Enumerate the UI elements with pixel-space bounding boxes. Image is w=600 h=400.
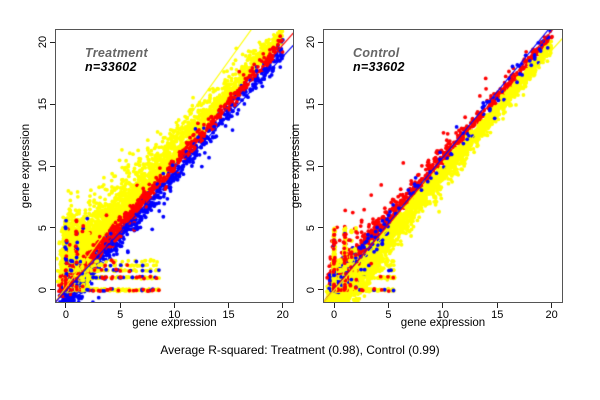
- y-tick-label: 20: [37, 35, 49, 49]
- scatter-canvas-control: [324, 30, 562, 302]
- x-tick-mark: [551, 303, 553, 308]
- y-tick-label: 15: [37, 97, 49, 111]
- y-tick-mark: [50, 289, 55, 291]
- x-tick-label: 15: [222, 309, 235, 321]
- x-tick-label: 20: [276, 309, 289, 321]
- scatter-panel-treatment: [55, 29, 294, 303]
- y-axis-label-treatment: gene expression: [20, 123, 32, 209]
- y-tick-mark: [318, 41, 323, 43]
- x-tick-mark: [282, 303, 284, 308]
- x-tick-mark: [333, 303, 335, 308]
- y-tick-label: 0: [305, 286, 317, 294]
- y-tick-label: 15: [305, 97, 317, 111]
- x-tick-label: 10: [168, 309, 181, 321]
- scatter-canvas-treatment: [56, 30, 293, 302]
- y-tick-label: 0: [37, 286, 49, 294]
- caption-r-squared: Average R-squared: Treatment (0.98), Con…: [160, 343, 440, 357]
- y-tick-label: 20: [305, 35, 317, 49]
- y-tick-label: 10: [305, 159, 317, 173]
- panel-n-treatment: n=33602: [85, 60, 137, 74]
- y-tick-mark: [50, 41, 55, 43]
- x-tick-label: 20: [545, 309, 558, 321]
- y-tick-mark: [318, 103, 323, 105]
- scatter-panel-control: [323, 29, 563, 303]
- x-tick-mark: [387, 303, 389, 308]
- y-tick-mark: [50, 103, 55, 105]
- panel-n-control: n=33602: [353, 60, 405, 74]
- x-tick-mark: [228, 303, 230, 308]
- y-tick-mark: [318, 227, 323, 229]
- panel-title-control: Control: [353, 46, 400, 60]
- x-tick-mark: [119, 303, 121, 308]
- x-tick-label: 5: [117, 309, 124, 321]
- x-tick-mark: [496, 303, 498, 308]
- x-axis-label-control: gene expression: [400, 317, 486, 329]
- x-tick-label: 0: [62, 309, 70, 321]
- x-tick-label: 15: [491, 309, 504, 321]
- y-axis-label-control: gene expression: [290, 123, 302, 209]
- x-axis-label-treatment: gene expression: [132, 317, 217, 329]
- x-tick-label: 0: [330, 309, 338, 321]
- x-tick-mark: [173, 303, 175, 308]
- x-tick-label: 5: [385, 309, 392, 321]
- y-tick-label: 5: [37, 224, 49, 232]
- y-tick-mark: [318, 289, 323, 291]
- x-tick-label: 10: [436, 309, 449, 321]
- y-tick-label: 5: [305, 224, 317, 232]
- y-tick-mark: [50, 227, 55, 229]
- y-tick-mark: [318, 165, 323, 167]
- x-tick-mark: [442, 303, 444, 308]
- panel-title-treatment: Treatment: [85, 46, 148, 60]
- y-tick-label: 10: [37, 159, 49, 173]
- y-tick-mark: [50, 165, 55, 167]
- x-tick-mark: [65, 303, 67, 308]
